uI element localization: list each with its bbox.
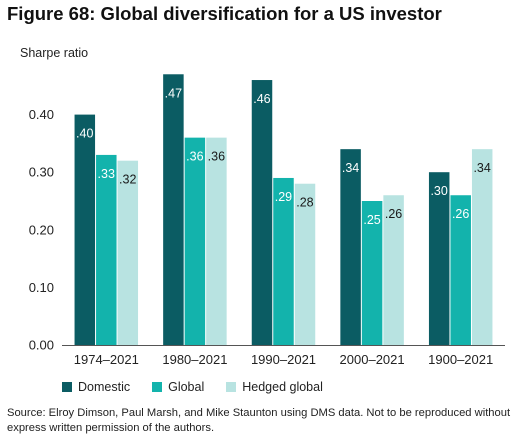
legend-swatch-global <box>152 382 163 392</box>
x-tick-label: 2000–2021 <box>340 352 405 367</box>
data-label: .26 <box>385 207 402 221</box>
chart-title: Figure 68: Global diversification for a … <box>7 3 442 24</box>
legend-item-hedged-global: Hedged global <box>226 380 323 394</box>
legend-label-global: Global <box>168 380 205 394</box>
data-label: .36 <box>208 150 225 164</box>
x-tick-label: 1974–2021 <box>74 352 139 367</box>
legend-item-global: Global <box>152 380 204 394</box>
bar-domestic <box>428 172 450 345</box>
data-label: .30 <box>430 184 447 198</box>
y-tick-label: 0.00 <box>29 338 54 353</box>
bar-hedged-global <box>294 183 316 345</box>
bar-hedged-global <box>206 137 227 345</box>
source-note: Source: Elroy Dimson, Paul Marsh, and Mi… <box>7 407 511 434</box>
bar-global <box>450 195 471 345</box>
legend-label-domestic: Domestic <box>78 380 131 394</box>
legend-swatch-hedged-global <box>226 382 237 392</box>
y-tick-label: 0.30 <box>29 165 54 180</box>
bar-hedged-global <box>383 195 404 345</box>
bar-global <box>96 154 117 345</box>
bar-domestic <box>74 114 96 345</box>
data-label: .40 <box>76 127 93 141</box>
data-label: .36 <box>186 150 203 164</box>
data-label: .29 <box>275 190 292 204</box>
bar-global <box>273 177 294 345</box>
data-label: .28 <box>296 196 313 210</box>
bar-global <box>361 201 383 345</box>
y-tick-label: 0.10 <box>29 280 54 295</box>
bar-hedged-global <box>471 149 493 345</box>
y-tick-label: 0.20 <box>29 222 54 237</box>
x-tick-label: 1900–2021 <box>428 352 493 367</box>
legend-swatch-domestic <box>62 382 72 392</box>
bar-global <box>184 137 206 345</box>
y-tick-label: 0.40 <box>29 107 54 122</box>
data-label: .34 <box>473 161 490 175</box>
y-axis-label: Sharpe ratio <box>20 46 88 60</box>
bar-domestic <box>340 149 361 345</box>
data-label: .34 <box>342 161 359 175</box>
bar-domestic <box>163 74 184 345</box>
data-label: .47 <box>165 86 182 100</box>
x-tick-label: 1990–2021 <box>251 352 316 367</box>
data-label: .25 <box>363 213 380 227</box>
legend-item-domestic: Domestic <box>62 380 130 394</box>
data-label: .26 <box>452 207 469 221</box>
data-label: .46 <box>253 92 270 106</box>
x-tick-label: 1980–2021 <box>162 352 227 367</box>
legend: Domestic Global Hedged global <box>62 380 323 394</box>
data-label: .32 <box>119 173 136 187</box>
data-label: .33 <box>98 167 115 181</box>
bar-domestic <box>251 80 273 345</box>
legend-label-hedged-global: Hedged global <box>242 380 323 394</box>
bar-hedged-global <box>117 160 139 345</box>
